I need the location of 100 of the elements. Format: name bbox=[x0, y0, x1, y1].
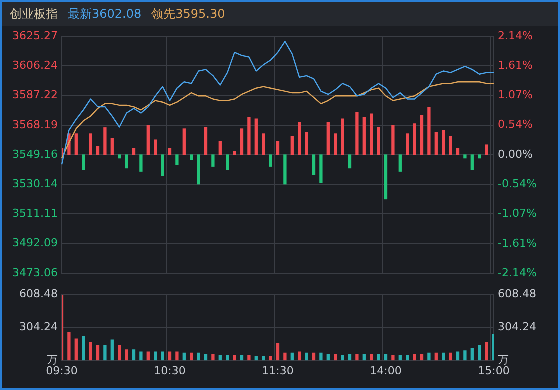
bar bbox=[190, 352, 194, 361]
bar bbox=[218, 141, 222, 156]
bar bbox=[356, 354, 359, 361]
bar bbox=[204, 354, 208, 361]
bar bbox=[428, 107, 431, 156]
bar bbox=[284, 154, 287, 185]
bar bbox=[96, 345, 100, 361]
bar bbox=[240, 355, 244, 361]
y-tick-label: 3473.06 bbox=[12, 266, 58, 280]
bar bbox=[248, 355, 251, 361]
bar bbox=[413, 354, 416, 361]
bar bbox=[82, 336, 86, 361]
y2-tick-label: -0.54% bbox=[498, 178, 537, 191]
bar bbox=[104, 128, 107, 156]
y-tick-label: 3606.24 bbox=[12, 59, 58, 72]
bar bbox=[262, 134, 266, 156]
bar bbox=[204, 127, 208, 156]
bar bbox=[89, 134, 92, 156]
bar bbox=[326, 122, 330, 156]
y-tick-label: 3568.19 bbox=[12, 118, 58, 132]
bar bbox=[434, 132, 438, 156]
bar bbox=[298, 122, 302, 156]
bar bbox=[420, 115, 424, 156]
bar bbox=[233, 355, 236, 361]
bar bbox=[478, 154, 482, 159]
bar bbox=[456, 352, 460, 361]
bar bbox=[276, 343, 280, 361]
bar bbox=[176, 352, 179, 361]
bar bbox=[68, 332, 71, 361]
bar bbox=[182, 352, 186, 361]
x-tick-label: 10:30 bbox=[154, 364, 186, 378]
bar bbox=[212, 354, 215, 361]
bar bbox=[464, 154, 467, 159]
bar bbox=[125, 350, 128, 361]
bar bbox=[182, 128, 186, 156]
y-tick-label: 万 bbox=[47, 354, 58, 367]
bar bbox=[305, 132, 308, 156]
bar bbox=[377, 127, 380, 156]
bar bbox=[154, 140, 158, 156]
bar bbox=[420, 354, 424, 361]
bar bbox=[312, 154, 316, 176]
bar bbox=[406, 134, 410, 156]
bar bbox=[240, 128, 244, 156]
bar bbox=[362, 354, 366, 361]
bar bbox=[406, 355, 410, 361]
bar bbox=[464, 350, 467, 361]
x-tick-label: 15:00 bbox=[478, 364, 510, 378]
bar bbox=[398, 154, 402, 172]
y-tick-label: 608.48 bbox=[20, 287, 58, 300]
bar bbox=[132, 148, 136, 156]
bar bbox=[254, 356, 258, 361]
y-tick-label: 3549.16 bbox=[12, 148, 58, 161]
bar bbox=[197, 352, 200, 361]
bar bbox=[370, 354, 374, 361]
y2-tick-label: -1.07% bbox=[498, 207, 537, 220]
bar bbox=[140, 352, 143, 361]
bar bbox=[226, 154, 230, 170]
bar bbox=[384, 154, 388, 200]
bar bbox=[348, 354, 352, 361]
bar bbox=[334, 134, 338, 156]
bar bbox=[110, 138, 114, 156]
bar bbox=[140, 154, 143, 172]
bar bbox=[262, 356, 266, 361]
bar bbox=[492, 334, 494, 361]
bar bbox=[254, 118, 258, 156]
bar bbox=[168, 148, 172, 156]
bar bbox=[168, 352, 172, 361]
bar bbox=[377, 354, 380, 361]
bar bbox=[176, 154, 179, 166]
bar bbox=[334, 354, 338, 361]
x-tick-label: 11:30 bbox=[262, 364, 294, 378]
bar bbox=[74, 134, 78, 156]
bar bbox=[233, 151, 236, 156]
y-tick-label: 3511.11 bbox=[12, 207, 58, 220]
text: 最新3602.08 bbox=[68, 6, 142, 22]
bar bbox=[118, 345, 122, 361]
y-tick-label: 3587.22 bbox=[12, 88, 58, 102]
bar bbox=[470, 154, 474, 170]
bar bbox=[197, 154, 200, 185]
bar bbox=[362, 117, 366, 156]
y2-tick-label: 2.14% bbox=[498, 29, 533, 42]
bar bbox=[104, 345, 107, 361]
bar bbox=[312, 352, 316, 361]
y-tick-label: 3530.14 bbox=[12, 177, 58, 190]
bar bbox=[449, 136, 452, 156]
bar bbox=[341, 118, 344, 156]
bar bbox=[326, 354, 330, 361]
bar bbox=[320, 352, 323, 361]
bar bbox=[398, 355, 402, 361]
bar bbox=[290, 136, 294, 156]
bar bbox=[485, 144, 488, 156]
bar bbox=[298, 352, 302, 361]
bar bbox=[456, 148, 460, 156]
bar bbox=[485, 342, 488, 361]
bar bbox=[442, 352, 446, 361]
y-tick-label: 3492.09 bbox=[12, 236, 58, 250]
bar bbox=[470, 348, 474, 361]
bar bbox=[82, 154, 86, 170]
bar bbox=[212, 154, 215, 167]
bar bbox=[370, 114, 374, 156]
